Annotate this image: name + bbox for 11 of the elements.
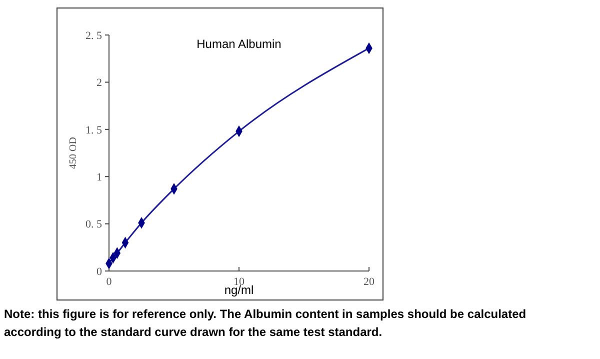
text: Note: this figure is for reference only. The Albumin content in samples should be calculated according to the standard curve drawn for the same test standard.: [4, 307, 526, 339]
y-tick-label: 1: [96, 171, 102, 184]
x-tick-label: 20: [364, 276, 375, 288]
y-tick-label: 0: [96, 266, 102, 278]
y-tick-label: 0. 5: [86, 218, 102, 231]
y-axis-title: 450 OD: [68, 137, 79, 169]
y-tick-label: 2: [96, 77, 102, 90]
y-tick-label: 1. 5: [86, 124, 102, 136]
y-tick-label: 2. 5: [86, 30, 102, 42]
x-tick-label: 0: [106, 276, 112, 288]
chart-title: Human Albumin: [196, 37, 282, 51]
